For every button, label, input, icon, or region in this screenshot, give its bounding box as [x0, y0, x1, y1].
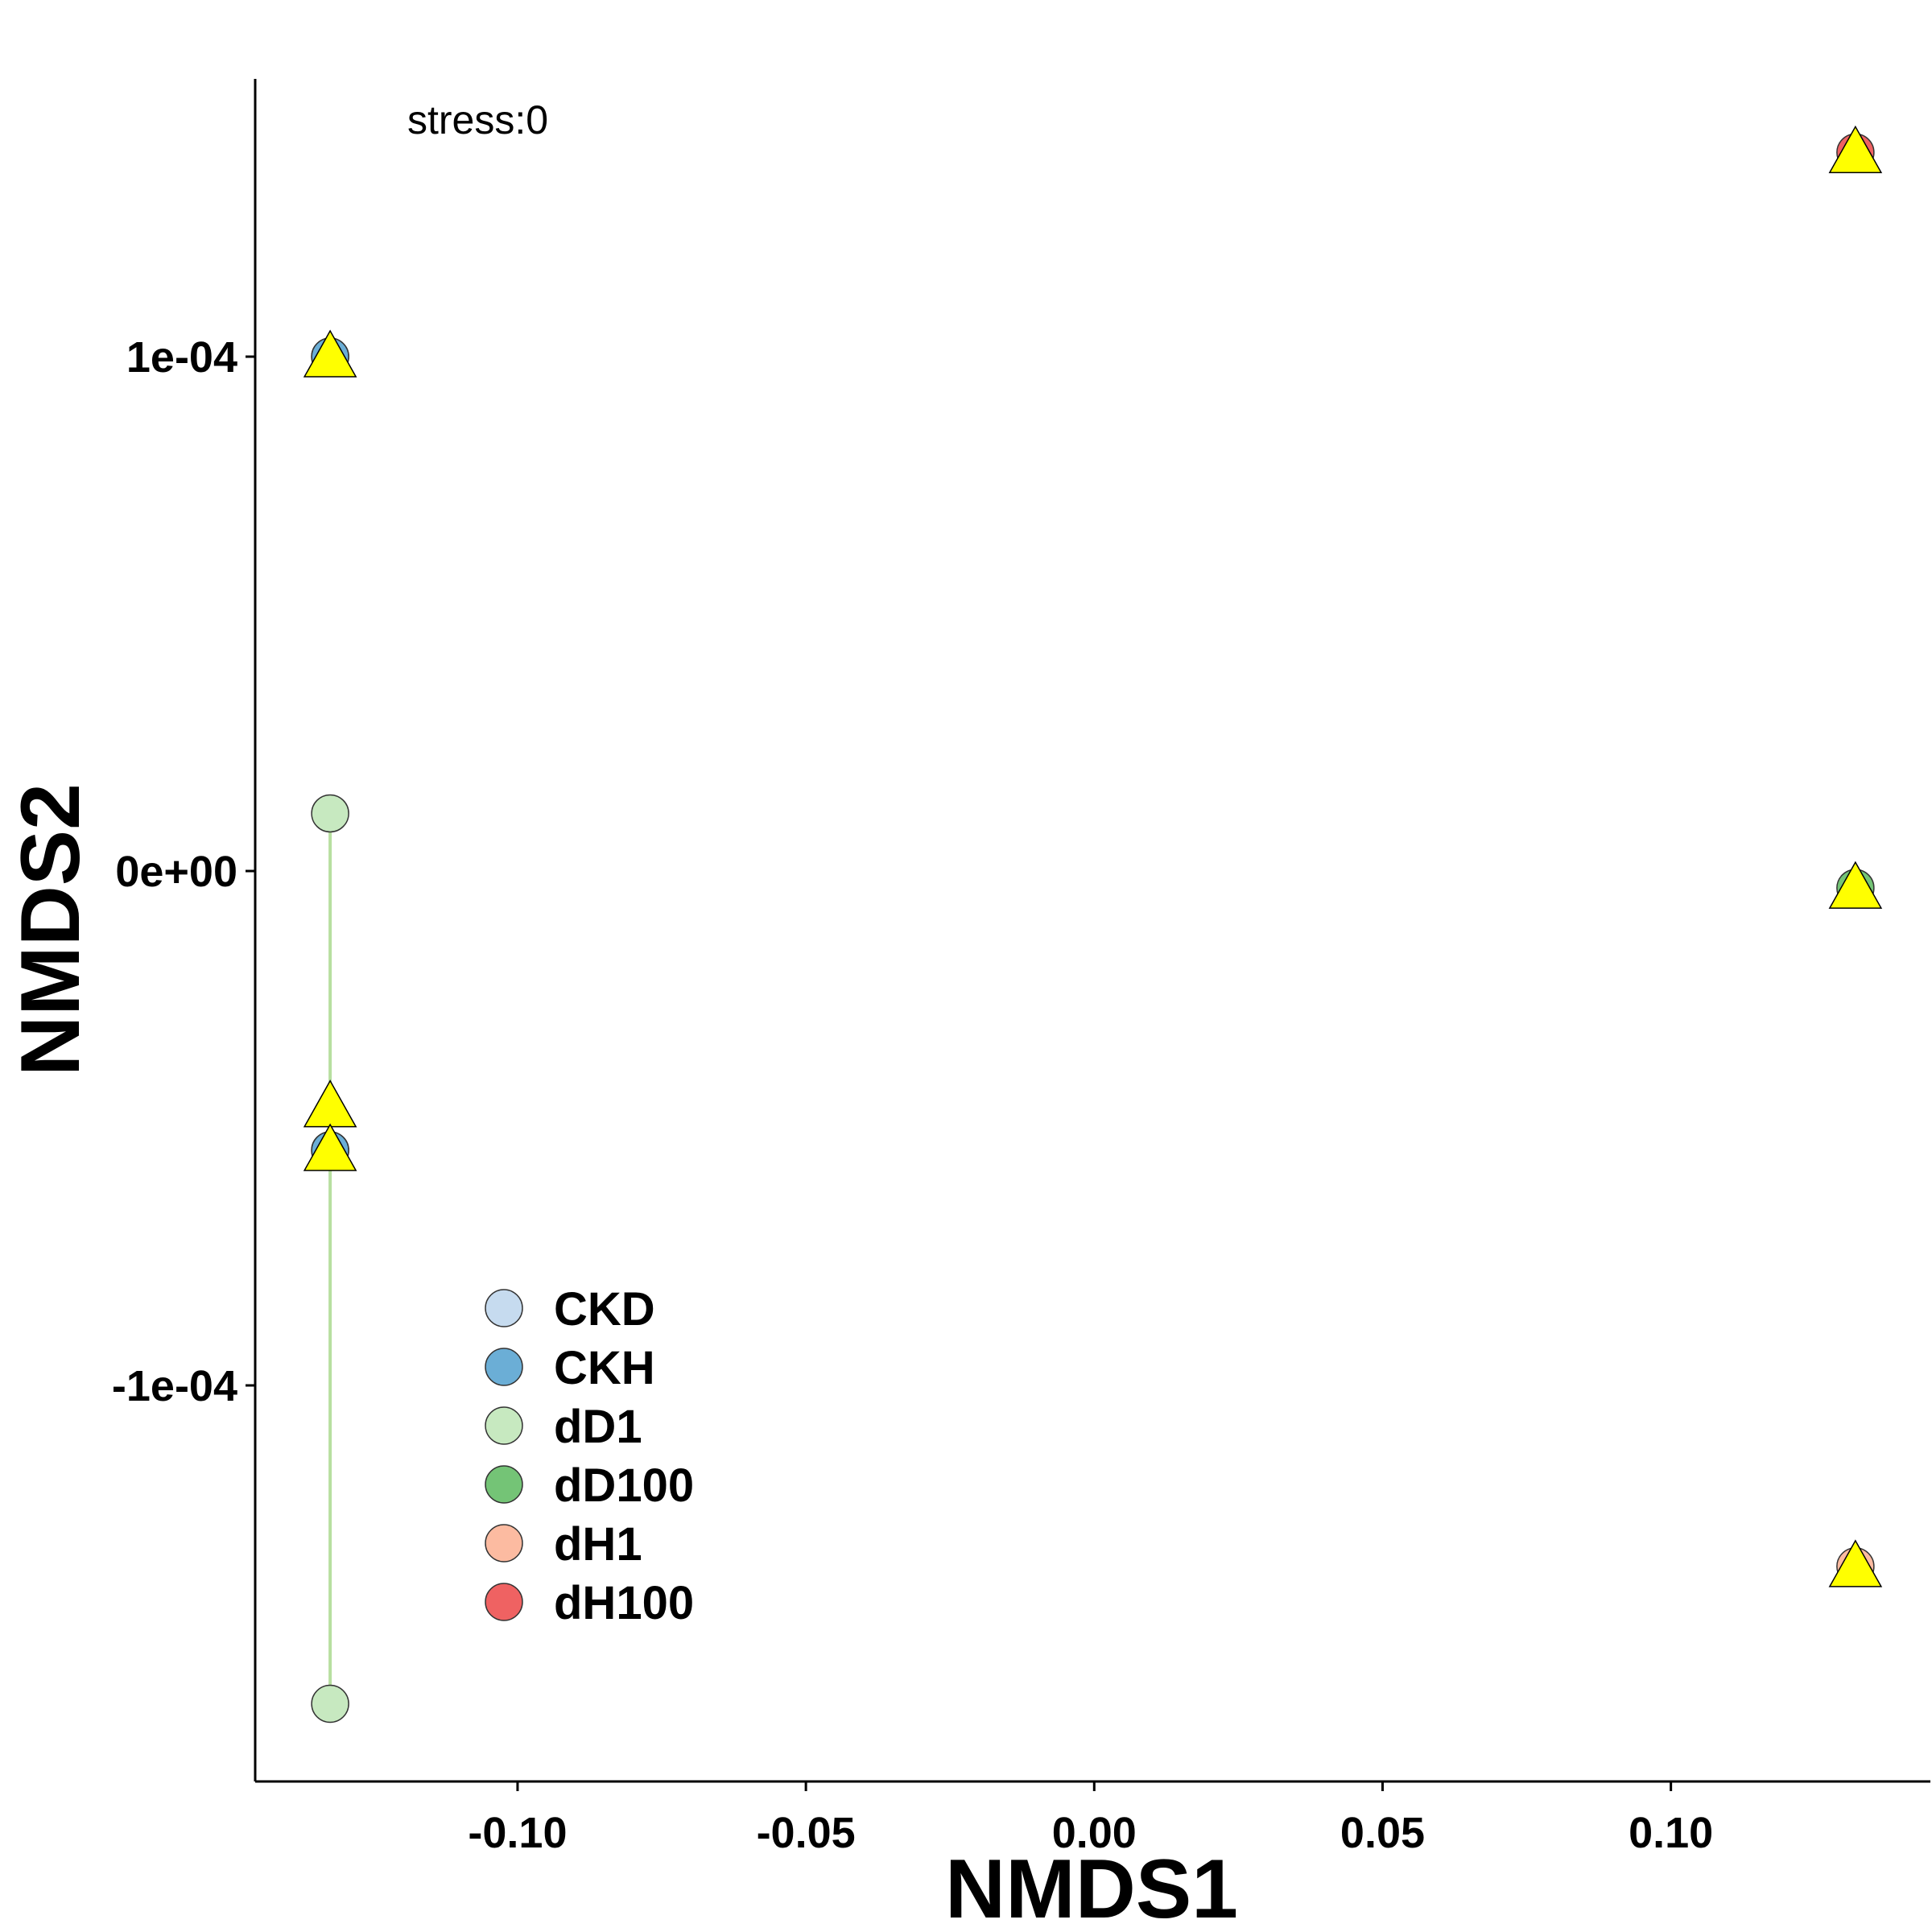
triangle-marker: [303, 329, 357, 378]
point-dD1: [311, 1684, 349, 1724]
triangle-marker: [303, 1080, 357, 1128]
x-tick-label: -0.10: [468, 1809, 567, 1857]
legend-label-CKD: CKD: [554, 1283, 655, 1335]
legend-label-dD1: dD1: [554, 1401, 642, 1453]
y-axis-ticks: -1e-04 0e+00 1e-04: [112, 333, 255, 1410]
y-tick-label: 0e+00: [115, 848, 237, 896]
x-tick-label: 0.05: [1340, 1809, 1425, 1857]
y-axis-title: NMDS2: [4, 783, 97, 1076]
triangle-marker: [303, 1123, 357, 1171]
x-tick-label: 0.00: [1052, 1809, 1137, 1857]
stress-annotation: stress:0: [407, 97, 548, 142]
legend-label-dD100: dD100: [554, 1459, 694, 1512]
legend-key-dD1: [485, 1406, 523, 1445]
legend: CKD CKH dD1 dD100 dH1 dH100: [485, 1283, 694, 1629]
legend-key-CKD: [485, 1289, 523, 1327]
x-tick-label: 0.10: [1629, 1809, 1713, 1857]
x-tick-label: -0.05: [757, 1809, 856, 1857]
legend-key-dH1: [485, 1524, 523, 1563]
triangle-markers: [303, 125, 1883, 1587]
legend-label-CKH: CKH: [554, 1342, 655, 1394]
triangle-marker: [1828, 1539, 1883, 1587]
y-tick-label: 1e-04: [126, 333, 237, 382]
legend-label-dH1: dH1: [554, 1518, 642, 1571]
data-points: [311, 133, 1875, 1724]
legend-key-dD100: [485, 1465, 523, 1504]
legend-key-CKH: [485, 1348, 523, 1386]
legend-key-dH100: [485, 1583, 523, 1621]
triangle-marker: [1828, 125, 1883, 174]
legend-label-dH100: dH100: [554, 1577, 694, 1629]
x-axis-ticks: -0.10 -0.05 0.00 0.05 0.10: [468, 1781, 1713, 1857]
triangle-marker: [1828, 861, 1883, 909]
x-axis-title: NMDS1: [945, 1843, 1238, 1932]
point-dD1: [311, 794, 349, 833]
y-tick-label: -1e-04: [112, 1362, 237, 1410]
